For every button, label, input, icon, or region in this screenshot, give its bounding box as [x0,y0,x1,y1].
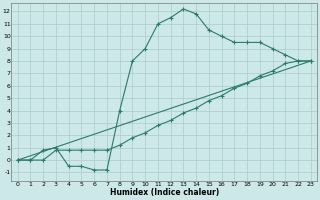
X-axis label: Humidex (Indice chaleur): Humidex (Indice chaleur) [110,188,219,197]
